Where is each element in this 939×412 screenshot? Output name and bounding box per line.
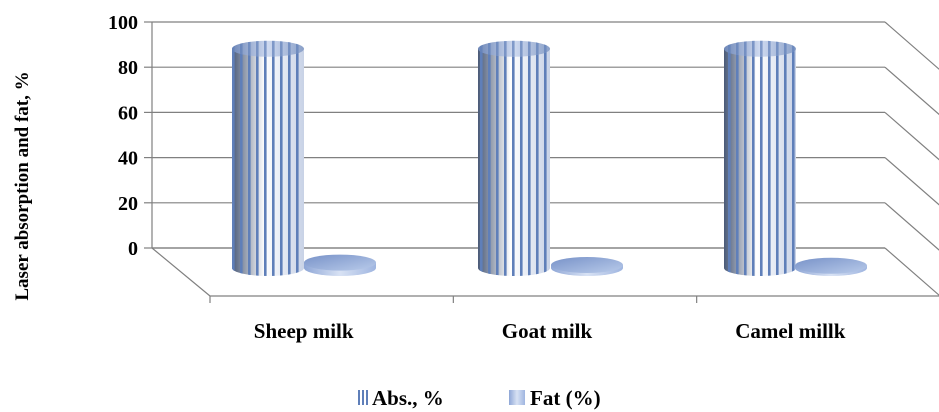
legend-swatch-abs xyxy=(358,390,368,405)
gridline-side xyxy=(884,111,939,161)
category-label: Goat milk xyxy=(502,319,593,343)
legend-label-fat: Fat (%) xyxy=(530,386,601,410)
bar-fat xyxy=(304,254,376,276)
y-tick-label: 100 xyxy=(108,12,138,34)
y-tick-label: 80 xyxy=(118,57,138,79)
y-tick-labels: 0 20 40 60 80 100 xyxy=(108,12,138,260)
y-axis-label: Laser absorption and fat, % xyxy=(12,71,33,300)
gridline-side xyxy=(884,66,939,116)
category-label: Camel millk xyxy=(735,319,846,343)
legend-swatch-fat xyxy=(509,390,525,405)
y-tick-label: 0 xyxy=(128,238,138,260)
legend-label-abs: Abs., % xyxy=(372,386,444,410)
gridline-side xyxy=(884,157,939,206)
gridline-side xyxy=(884,247,939,296)
category-label: Sheep milk xyxy=(254,319,354,343)
y-tick-label: 20 xyxy=(118,193,138,215)
legend: Abs., % Fat (%) xyxy=(358,386,601,410)
y-tick-label: 60 xyxy=(118,102,138,124)
bars xyxy=(232,40,867,276)
gridline-side xyxy=(884,202,939,251)
bar-abs xyxy=(478,40,550,276)
bar-fat xyxy=(795,257,867,276)
y-tick-label: 40 xyxy=(118,148,138,170)
bar-abs xyxy=(232,40,304,276)
bar-fat xyxy=(551,257,623,276)
gridline-side xyxy=(884,21,939,70)
bar-abs xyxy=(724,40,796,276)
category-labels: Sheep milk Goat milk Camel millk xyxy=(254,319,846,343)
